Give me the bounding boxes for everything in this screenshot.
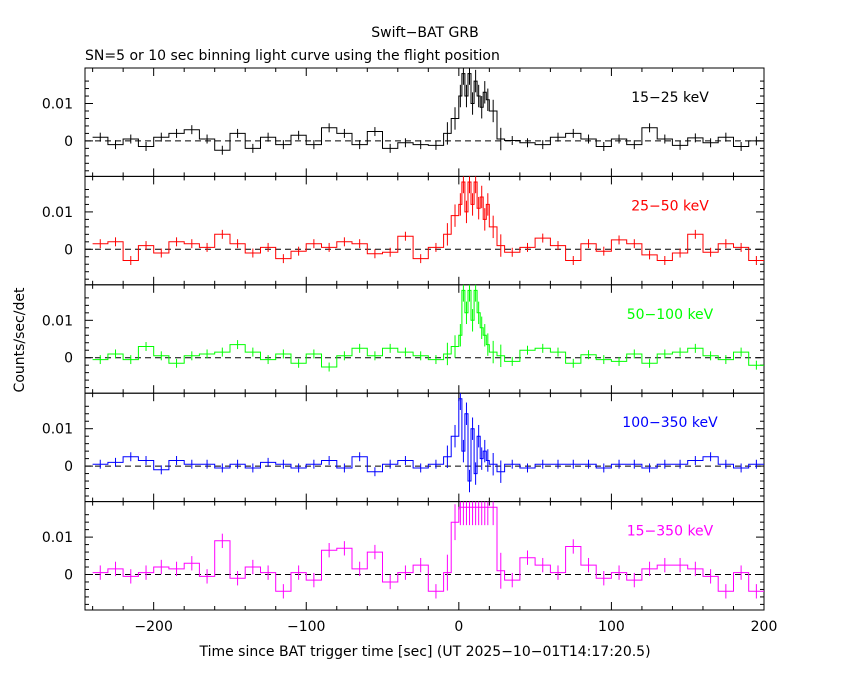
y-tick-label: 0: [64, 134, 73, 150]
band-label: 50−100 keV: [627, 307, 714, 323]
y-tick-label: 0.01: [42, 97, 73, 113]
band-label: 100−350 keV: [622, 415, 718, 431]
band-label: 25−50 keV: [631, 198, 709, 214]
y-tick-label: 0.01: [42, 530, 73, 546]
y-tick-label: 0: [64, 567, 73, 583]
series-line: [92, 398, 764, 482]
series-line: [92, 181, 764, 261]
panel-2: 0 0.01 50−100 keV: [42, 284, 765, 394]
y-tick-label: 0: [64, 242, 73, 258]
chart-subtitle: SN=5 or 10 sec binning light curve using…: [85, 48, 500, 64]
panel-frame: [84, 501, 765, 611]
x-tick-label: 100: [598, 619, 625, 635]
panels-group: 0 0.01 15−25 keV 0 0.01 25−50 keV 0 0.01 50−100 …: [42, 67, 778, 635]
series-line: [92, 73, 764, 151]
y-axis-label: Counts/sec/det: [12, 287, 28, 392]
x-tick-label: 200: [751, 619, 778, 635]
panel-4: 0 0.01 15−350 keV −200 −100 0 100 200: [42, 501, 778, 635]
chart-title: Swift−BAT GRB: [371, 25, 478, 41]
series-line: [92, 289, 764, 368]
y-tick-label: 0.01: [42, 313, 73, 329]
y-tick-label: 0: [64, 351, 73, 367]
series-line: [92, 506, 764, 592]
band-label: 15−25 keV: [631, 90, 709, 106]
x-tick-label: −100: [287, 619, 325, 635]
x-tick-label: −200: [134, 619, 172, 635]
x-tick-label: 0: [454, 619, 463, 635]
x-axis-label: Time since BAT trigger time [sec] (UT 20…: [198, 644, 650, 660]
y-tick-label: 0: [64, 459, 73, 475]
y-tick-label: 0.01: [42, 422, 73, 438]
band-label: 15−350 keV: [627, 524, 714, 540]
y-tick-label: 0.01: [42, 205, 73, 221]
